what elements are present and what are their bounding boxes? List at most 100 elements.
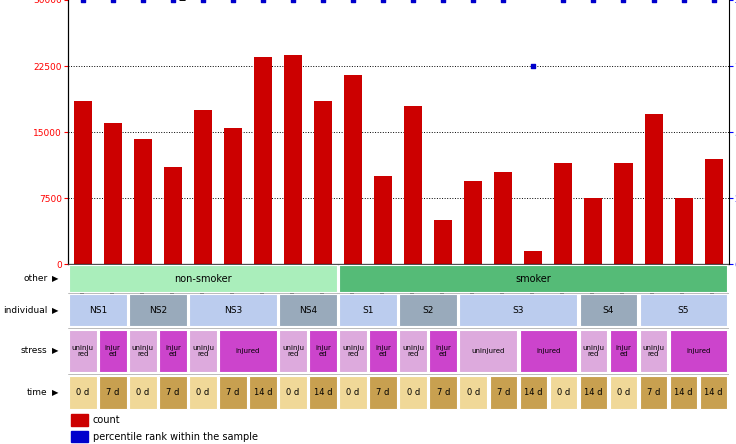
Bar: [429, 329, 457, 373]
Bar: [700, 376, 727, 409]
Text: S2: S2: [422, 306, 434, 315]
Text: other: other: [23, 274, 47, 283]
Bar: [189, 376, 216, 409]
Text: S3: S3: [512, 306, 524, 315]
Text: 7 d: 7 d: [377, 388, 390, 397]
Bar: [339, 376, 367, 409]
Bar: [250, 376, 277, 409]
Text: injur
ed: injur ed: [615, 345, 631, 357]
Text: S1: S1: [362, 306, 374, 315]
Text: 0 d: 0 d: [406, 388, 420, 397]
Text: percentile rank within the sample: percentile rank within the sample: [93, 432, 258, 442]
Point: [257, 0, 269, 4]
Bar: [374, 176, 392, 264]
Bar: [69, 329, 96, 373]
Text: 0 d: 0 d: [286, 388, 300, 397]
Text: injur
ed: injur ed: [315, 345, 331, 357]
Bar: [164, 167, 182, 264]
Text: 0 d: 0 d: [617, 388, 630, 397]
Point: [378, 0, 389, 4]
Text: uninju
red: uninju red: [342, 345, 364, 357]
Bar: [459, 376, 487, 409]
Text: NS4: NS4: [299, 306, 317, 315]
Bar: [609, 376, 637, 409]
Point: [558, 0, 570, 4]
Text: 7 d: 7 d: [106, 388, 119, 397]
Text: uninju
red: uninju red: [643, 345, 665, 357]
Text: injur
ed: injur ed: [375, 345, 391, 357]
Bar: [369, 329, 397, 373]
Bar: [219, 376, 247, 409]
Point: [528, 63, 539, 70]
Text: 14 d: 14 d: [704, 388, 723, 397]
Text: 14 d: 14 d: [584, 388, 603, 397]
Bar: [129, 376, 157, 409]
Text: 0 d: 0 d: [347, 388, 360, 397]
Bar: [434, 220, 452, 264]
Bar: [580, 329, 607, 373]
Text: 7 d: 7 d: [436, 388, 450, 397]
Point: [407, 0, 419, 4]
Bar: [400, 376, 427, 409]
Text: count: count: [93, 415, 121, 425]
Bar: [99, 329, 127, 373]
Text: uninju
red: uninju red: [402, 345, 424, 357]
Bar: [670, 376, 698, 409]
Text: non-smoker: non-smoker: [174, 274, 232, 284]
Text: 7 d: 7 d: [166, 388, 180, 397]
Text: S5: S5: [678, 306, 690, 315]
Bar: [675, 198, 693, 264]
Text: uninju
red: uninju red: [132, 345, 154, 357]
Bar: [640, 294, 727, 326]
Point: [708, 0, 720, 4]
Text: ▶: ▶: [52, 346, 59, 356]
Text: uninju
red: uninju red: [282, 345, 304, 357]
Point: [167, 0, 179, 4]
Bar: [554, 163, 573, 264]
Bar: [279, 376, 307, 409]
Bar: [459, 294, 577, 326]
Text: individual: individual: [3, 306, 47, 315]
Text: 0 d: 0 d: [136, 388, 149, 397]
Bar: [550, 376, 577, 409]
Bar: [640, 329, 668, 373]
Bar: [400, 294, 457, 326]
Bar: [69, 266, 337, 292]
Bar: [584, 198, 603, 264]
Bar: [159, 376, 187, 409]
Bar: [279, 294, 337, 326]
Bar: [520, 329, 577, 373]
Text: 14 d: 14 d: [314, 388, 333, 397]
Text: 0 d: 0 d: [197, 388, 210, 397]
Bar: [339, 266, 727, 292]
Bar: [189, 294, 277, 326]
Text: injur
ed: injur ed: [105, 345, 121, 357]
Bar: [520, 376, 547, 409]
Bar: [129, 294, 187, 326]
Bar: [159, 329, 187, 373]
Point: [317, 0, 329, 4]
Bar: [224, 128, 242, 264]
Bar: [339, 329, 367, 373]
Bar: [279, 329, 307, 373]
Bar: [495, 172, 512, 264]
Text: injured: injured: [537, 348, 561, 354]
Bar: [189, 329, 216, 373]
Bar: [74, 101, 92, 264]
Bar: [344, 75, 362, 264]
Bar: [254, 57, 272, 264]
Bar: [704, 159, 723, 264]
Text: stress: stress: [21, 346, 47, 356]
Bar: [459, 329, 517, 373]
Point: [77, 0, 88, 4]
Bar: [400, 329, 427, 373]
Text: ▶: ▶: [52, 274, 59, 283]
Bar: [615, 163, 632, 264]
Point: [498, 0, 509, 4]
Text: S4: S4: [603, 306, 614, 315]
Bar: [71, 414, 88, 426]
Text: injured: injured: [687, 348, 711, 354]
Text: injur
ed: injur ed: [165, 345, 181, 357]
Bar: [104, 123, 121, 264]
Text: 14 d: 14 d: [254, 388, 272, 397]
